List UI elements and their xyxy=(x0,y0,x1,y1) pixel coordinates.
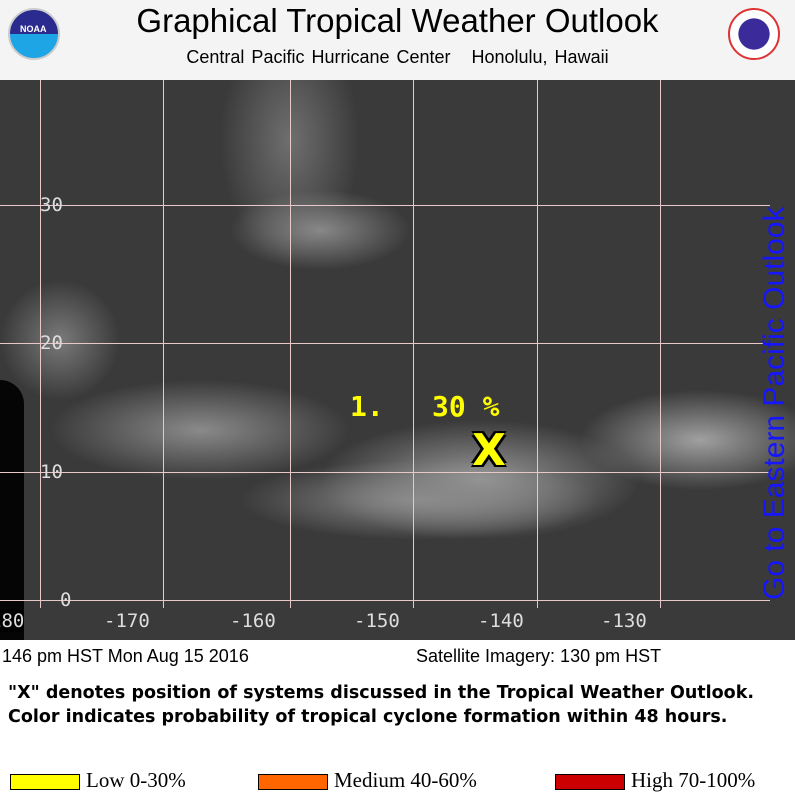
lon-label: -140 xyxy=(478,610,524,632)
gridline-lat xyxy=(0,600,770,601)
legend-label: Medium 40-60% xyxy=(334,768,477,792)
system-marker[interactable]: X xyxy=(472,425,506,476)
gridline-lon xyxy=(413,80,414,608)
lat-label: 10 xyxy=(40,461,63,483)
gridline-lon xyxy=(537,80,538,608)
page-title: Graphical Tropical Weather Outlook xyxy=(136,2,659,39)
lat-label: 20 xyxy=(40,332,63,354)
explanation-note: "X" denotes position of systems discusse… xyxy=(8,683,754,727)
lon-label: -170 xyxy=(104,610,150,632)
gridline-lon xyxy=(40,80,41,608)
gridline-lat xyxy=(0,343,770,344)
legend-swatch-high xyxy=(555,774,625,791)
satellite-time: Satellite Imagery: 130 pm HST xyxy=(416,646,662,666)
system-number: 1. xyxy=(350,390,384,423)
gridline-lon xyxy=(163,80,164,608)
earth-limb xyxy=(0,380,24,640)
nws-logo xyxy=(728,8,780,60)
satellite-map: 30 20 10 0 180 -170 -160 -150 -140 -130 … xyxy=(0,80,795,640)
lat-label: 0 xyxy=(60,589,72,611)
legend-medium: Medium 40-60% xyxy=(258,768,477,793)
legend-label: High 70-100% xyxy=(631,768,756,792)
legend-label: Low 0-30% xyxy=(86,768,186,792)
lon-label: -130 xyxy=(601,610,647,632)
gridline-lat xyxy=(0,472,770,473)
gridline-lat xyxy=(0,205,770,206)
legend-low: Low 0-30% xyxy=(10,768,186,793)
legend-swatch-low xyxy=(10,774,80,791)
legend-high: High 70-100% xyxy=(555,768,755,793)
header: NOAA Graphical Tropical Weather Outlook … xyxy=(0,0,795,80)
lon-label: 180 xyxy=(0,610,25,632)
page-subtitle: Central Pacific Hurricane Center Honolul… xyxy=(186,47,609,67)
lon-label: -160 xyxy=(230,610,276,632)
eastern-pacific-outlook-link[interactable]: Go to Eastern Pacific Outlook xyxy=(758,206,791,600)
noaa-logo: NOAA xyxy=(8,8,60,60)
system-probability: 30 % xyxy=(432,390,500,423)
legend-swatch-medium xyxy=(258,774,328,791)
lon-label: -150 xyxy=(354,610,400,632)
gridline-lon xyxy=(660,80,661,608)
issued-time: 146 pm HST Mon Aug 15 2016 xyxy=(2,646,249,666)
lat-label: 30 xyxy=(40,194,63,216)
gridline-lon xyxy=(290,80,291,608)
noaa-logo-text: NOAA xyxy=(20,24,47,34)
